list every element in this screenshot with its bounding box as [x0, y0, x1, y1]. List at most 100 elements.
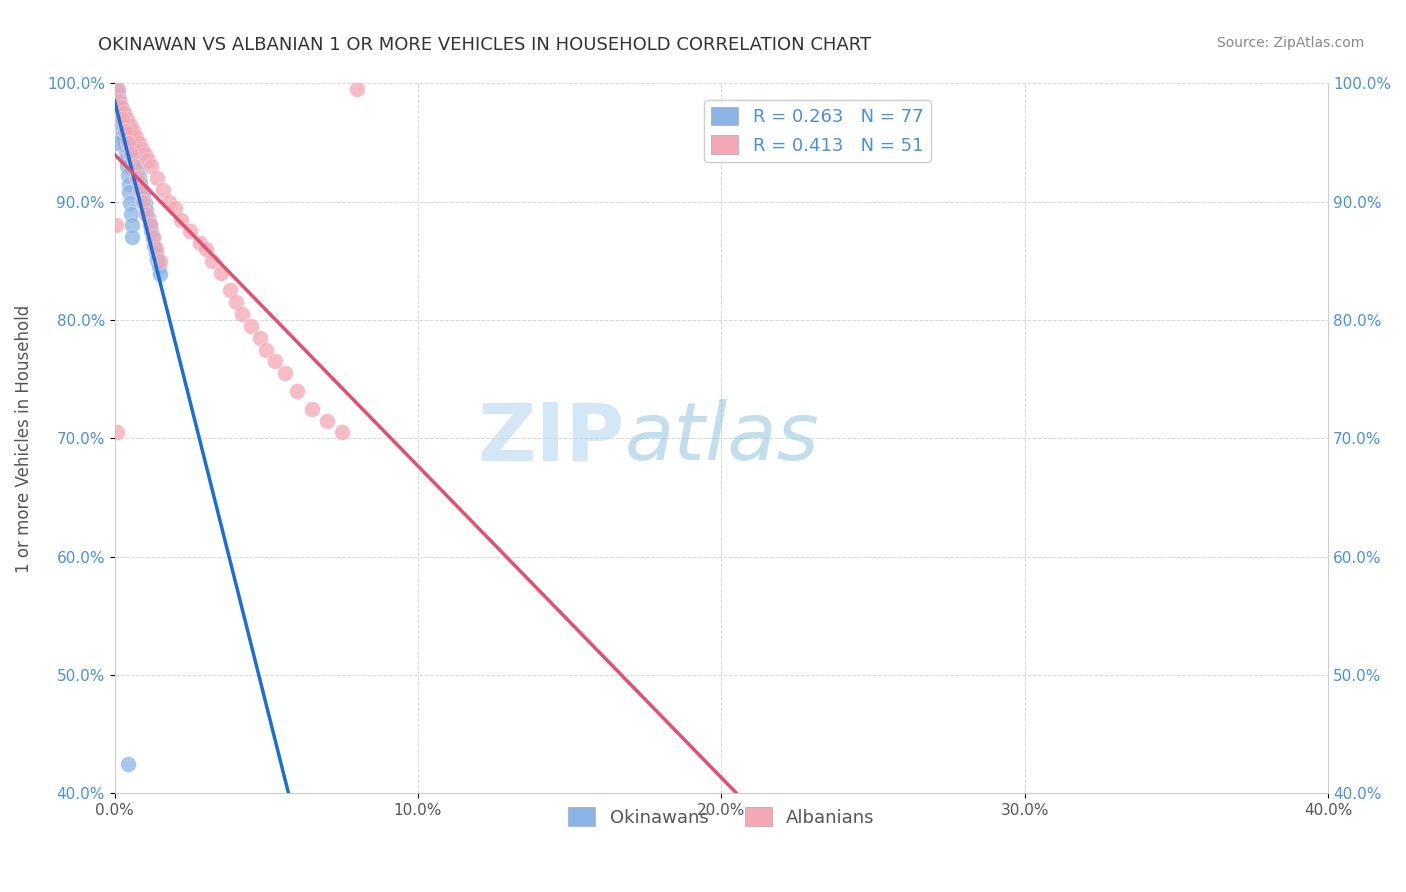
- Point: [231, 307, 253, 321]
- Point: [121, 144, 143, 158]
- Point: [129, 183, 152, 197]
- Point: [107, 96, 129, 111]
- Point: [330, 425, 353, 440]
- Point: [225, 295, 247, 310]
- Point: [108, 101, 131, 115]
- Point: [254, 343, 277, 357]
- Point: [132, 194, 155, 209]
- Point: [111, 112, 134, 126]
- Point: [301, 401, 323, 416]
- Point: [112, 132, 135, 146]
- Point: [105, 90, 128, 104]
- Point: [139, 159, 162, 173]
- Point: [105, 89, 128, 103]
- Point: [105, 94, 128, 108]
- Point: [121, 124, 143, 138]
- Point: [219, 284, 242, 298]
- Point: [285, 384, 308, 398]
- Point: [105, 85, 128, 99]
- Point: [131, 183, 153, 197]
- Point: [105, 89, 128, 103]
- Point: [110, 101, 132, 115]
- Point: [105, 87, 128, 101]
- Point: [105, 86, 128, 100]
- Point: [108, 95, 131, 110]
- Point: [105, 88, 128, 103]
- Point: [114, 124, 136, 138]
- Point: [105, 92, 128, 106]
- Point: [105, 219, 128, 233]
- Point: [120, 138, 142, 153]
- Point: [146, 171, 169, 186]
- Point: [149, 254, 172, 268]
- Point: [105, 87, 128, 101]
- Point: [117, 168, 139, 182]
- Point: [118, 186, 141, 200]
- Point: [117, 177, 139, 191]
- Point: [115, 152, 138, 166]
- Point: [240, 318, 263, 333]
- Point: [273, 367, 295, 381]
- Point: [157, 194, 180, 209]
- Point: [111, 122, 134, 136]
- Point: [115, 159, 138, 173]
- Point: [117, 126, 139, 140]
- Point: [117, 136, 139, 150]
- Point: [149, 267, 172, 281]
- Point: [120, 206, 142, 220]
- Point: [346, 82, 368, 96]
- Point: [264, 354, 287, 368]
- Point: [124, 159, 146, 173]
- Point: [114, 114, 136, 128]
- Point: [316, 414, 339, 428]
- Point: [117, 756, 139, 771]
- Point: [121, 219, 143, 233]
- Point: [146, 252, 169, 267]
- Point: [165, 201, 187, 215]
- Point: [148, 260, 170, 274]
- Point: [141, 230, 163, 244]
- Point: [112, 106, 135, 120]
- Point: [132, 189, 155, 203]
- Point: [138, 219, 160, 233]
- Point: [110, 108, 132, 122]
- Text: Source: ZipAtlas.com: Source: ZipAtlas.com: [1216, 36, 1364, 50]
- Point: [108, 94, 131, 108]
- Point: [134, 196, 156, 211]
- Point: [105, 136, 128, 150]
- Text: atlas: atlas: [624, 400, 820, 477]
- Point: [107, 93, 129, 107]
- Point: [110, 99, 132, 113]
- Point: [135, 202, 157, 217]
- Point: [105, 84, 128, 98]
- Point: [105, 88, 128, 103]
- Point: [114, 138, 136, 153]
- Point: [112, 106, 135, 120]
- Point: [127, 171, 149, 186]
- Point: [105, 85, 128, 99]
- Point: [125, 157, 148, 171]
- Point: [139, 224, 162, 238]
- Point: [129, 176, 152, 190]
- Point: [111, 103, 134, 118]
- Point: [125, 129, 148, 144]
- Point: [108, 96, 131, 111]
- Point: [107, 90, 129, 104]
- Point: [107, 99, 129, 113]
- Point: [194, 242, 217, 256]
- Point: [209, 266, 232, 280]
- Point: [107, 90, 129, 104]
- Point: [120, 196, 142, 211]
- Point: [124, 150, 146, 164]
- Point: [110, 112, 132, 126]
- Point: [108, 103, 131, 118]
- Point: [201, 254, 224, 268]
- Point: [135, 206, 157, 220]
- Point: [118, 118, 141, 132]
- Point: [141, 231, 163, 245]
- Point: [114, 145, 136, 159]
- Point: [136, 153, 159, 168]
- Point: [136, 210, 159, 224]
- Legend: Okinawans, Albanians: Okinawans, Albanians: [561, 800, 882, 834]
- Point: [108, 92, 131, 106]
